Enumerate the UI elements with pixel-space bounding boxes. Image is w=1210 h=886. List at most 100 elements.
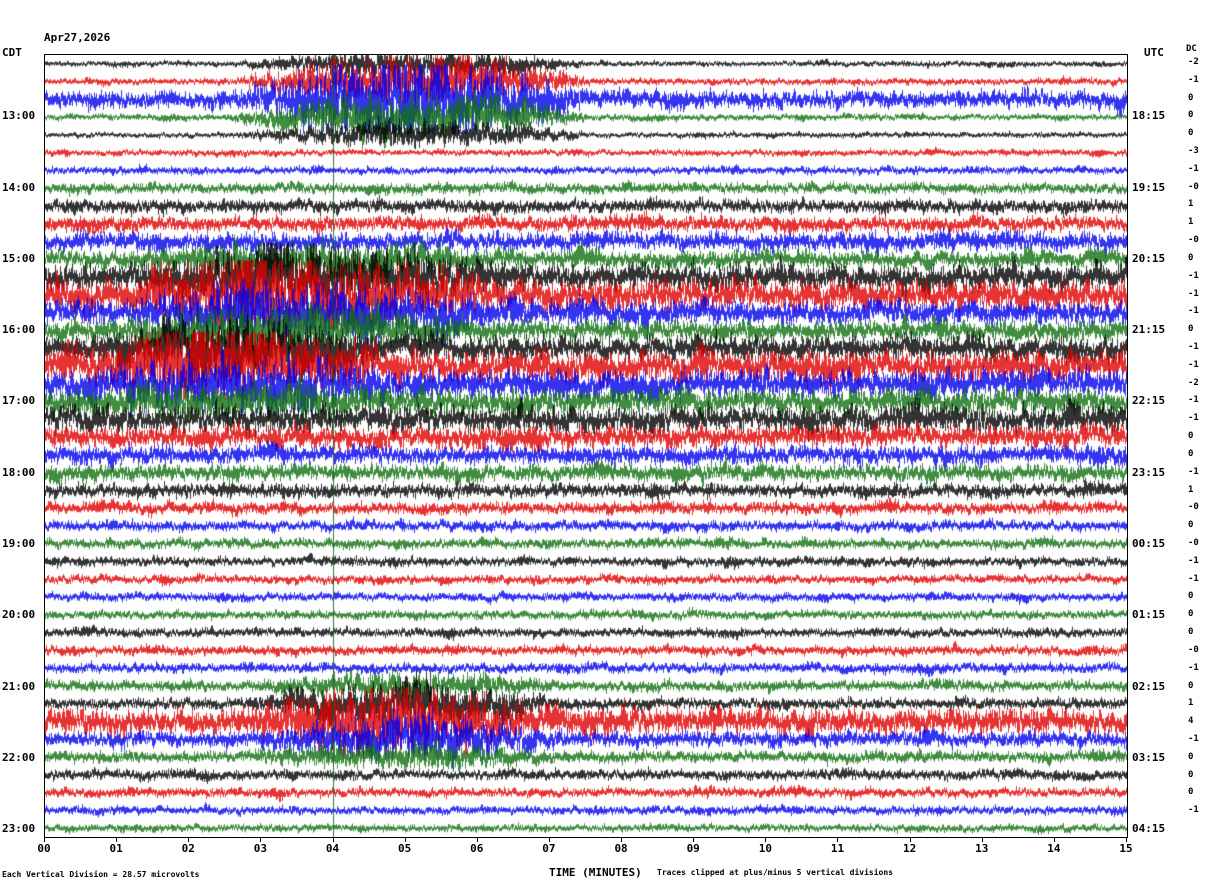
x-tick-mark — [332, 837, 334, 842]
header-date: Apr27,2026 — [44, 31, 111, 44]
right-time-tick: 01:15 — [1132, 608, 1166, 622]
x-axis-tick: 08 — [614, 842, 628, 855]
dc-offset-tick: 0 — [1188, 252, 1194, 263]
x-axis-tick: 00 — [37, 842, 51, 855]
x-tick-mark — [44, 837, 45, 842]
x-tick-mark — [1053, 837, 1055, 842]
x-axis-tick: 04 — [325, 842, 340, 855]
left-time-tick: 13:00 — [2, 109, 36, 123]
x-tick-mark — [188, 837, 190, 842]
dc-offset-tick: 0 — [1188, 627, 1194, 638]
dc-offset-tick: 0 — [1188, 110, 1194, 121]
dc-offset-tick: -1 — [1188, 413, 1199, 424]
footer-scale-note: Each Vertical Division = 28.57 microvolt… — [2, 870, 200, 879]
left-time-tick: 15:00 — [2, 251, 36, 265]
left-time-tick: 16:00 — [2, 323, 36, 337]
dc-offset-tick: 0 — [1188, 520, 1194, 531]
right-time-tick: 04:15 — [1132, 822, 1166, 836]
dc-offset-tick: -0 — [1188, 181, 1199, 192]
dc-offset-tick: -2 — [1188, 377, 1199, 388]
dc-offset-tick: -1 — [1188, 342, 1199, 352]
x-tick-mark — [1126, 837, 1127, 842]
dc-offset-tick: 1 — [1188, 217, 1194, 228]
dc-offset-tick: 1 — [1188, 698, 1194, 709]
x-axis-tick: 10 — [758, 842, 772, 855]
dc-offset-tick: -1 — [1188, 270, 1199, 281]
dc-offset-tick: -0 — [1188, 538, 1199, 548]
x-tick-mark — [693, 837, 695, 842]
dc-offset-tick: 0 — [1188, 609, 1194, 620]
right-time-tick: 23:15 — [1132, 465, 1166, 479]
x-tick-mark — [909, 837, 911, 842]
x-axis-tick: 06 — [470, 842, 484, 855]
dc-offset-tick: -1 — [1188, 662, 1199, 673]
left-time-tick: 14:00 — [2, 180, 36, 194]
dc-offset-tick: -1 — [1188, 555, 1199, 566]
x-tick-mark — [837, 837, 839, 842]
dc-offset-tick: -1 — [1188, 163, 1199, 174]
helicorder-plot — [44, 54, 1128, 838]
x-tick-mark — [548, 837, 550, 842]
dc-offset-tick: -1 — [1188, 74, 1199, 85]
dc-offset-tick: -1 — [1188, 359, 1199, 370]
left-time-tick: 22:00 — [2, 750, 36, 764]
dc-offset-tick: -0 — [1188, 502, 1199, 513]
dc-offset-tick: -0 — [1188, 644, 1199, 655]
dc-offset-tick: 0 — [1188, 769, 1194, 780]
dc-offset-tick: 0 — [1188, 591, 1194, 602]
left-time-tick: 23:00 — [2, 822, 36, 836]
seismogram-canvas — [45, 55, 1127, 837]
x-axis-tick: 11 — [830, 842, 845, 855]
axis-label-utc: UTC — [1144, 46, 1164, 59]
dc-offset-tick: -0 — [1188, 235, 1199, 246]
dc-offset-tick: 0 — [1188, 448, 1194, 459]
right-time-tick: 02:15 — [1132, 679, 1166, 693]
footer-clip-note: Traces clipped at plus/minus 5 vertical … — [657, 868, 894, 877]
x-axis-tick: 12 — [902, 842, 917, 855]
dc-offset-tick: 4 — [1188, 716, 1194, 727]
x-axis-tick: 09 — [686, 842, 700, 855]
right-time-tick: 20:15 — [1132, 251, 1166, 265]
dc-offset-tick: -2 — [1188, 56, 1199, 67]
x-axis-tick: 13 — [975, 842, 989, 855]
dc-offset-tick: -1 — [1188, 734, 1199, 744]
dc-offset-tick: 1 — [1188, 199, 1194, 210]
x-tick-mark — [765, 837, 767, 842]
axis-label-cdt: CDT — [2, 46, 22, 59]
dc-offset-tick: -1 — [1188, 395, 1199, 406]
right-time-tick: 03:15 — [1132, 750, 1166, 764]
x-axis-tick: 05 — [398, 842, 412, 855]
left-time-tick: 19:00 — [2, 537, 36, 550]
left-time-tick: 18:00 — [2, 465, 36, 479]
x-tick-mark — [476, 837, 478, 842]
dc-offset-tick: 0 — [1188, 324, 1194, 335]
x-axis-tick: 15 — [1119, 842, 1133, 855]
dc-offset-tick: -1 — [1188, 288, 1199, 299]
x-tick-mark — [981, 837, 983, 842]
x-axis-title: TIME (MINUTES) — [549, 866, 642, 879]
x-axis-tick: 03 — [253, 842, 268, 855]
dc-offset-tick: 0 — [1188, 680, 1194, 691]
left-time-tick: 20:00 — [2, 608, 36, 622]
x-axis-tick: 02 — [181, 842, 195, 855]
dc-offset-tick: -1 — [1188, 466, 1199, 477]
axis-label-dc: DC — [1186, 44, 1197, 54]
x-axis-tick: 14 — [1047, 842, 1061, 855]
dc-offset-tick: 0 — [1188, 751, 1194, 762]
x-axis-tick: 01 — [109, 842, 123, 855]
right-time-tick: 22:15 — [1132, 394, 1166, 408]
left-time-tick: 21:00 — [2, 679, 36, 693]
dc-offset-tick: -1 — [1188, 306, 1199, 317]
x-tick-mark — [260, 837, 262, 842]
dc-offset-tick: 0 — [1188, 431, 1194, 442]
x-tick-mark — [621, 837, 623, 842]
dc-offset-tick: -1 — [1188, 805, 1199, 816]
x-tick-mark — [116, 837, 118, 842]
right-time-tick: 19:15 — [1132, 180, 1166, 194]
dc-offset-tick: -1 — [1188, 573, 1199, 584]
dc-offset-tick: -3 — [1188, 146, 1199, 156]
dc-offset-tick: 0 — [1188, 128, 1194, 139]
left-time-tick: 17:00 — [2, 394, 36, 408]
right-time-tick: 21:15 — [1132, 323, 1166, 337]
